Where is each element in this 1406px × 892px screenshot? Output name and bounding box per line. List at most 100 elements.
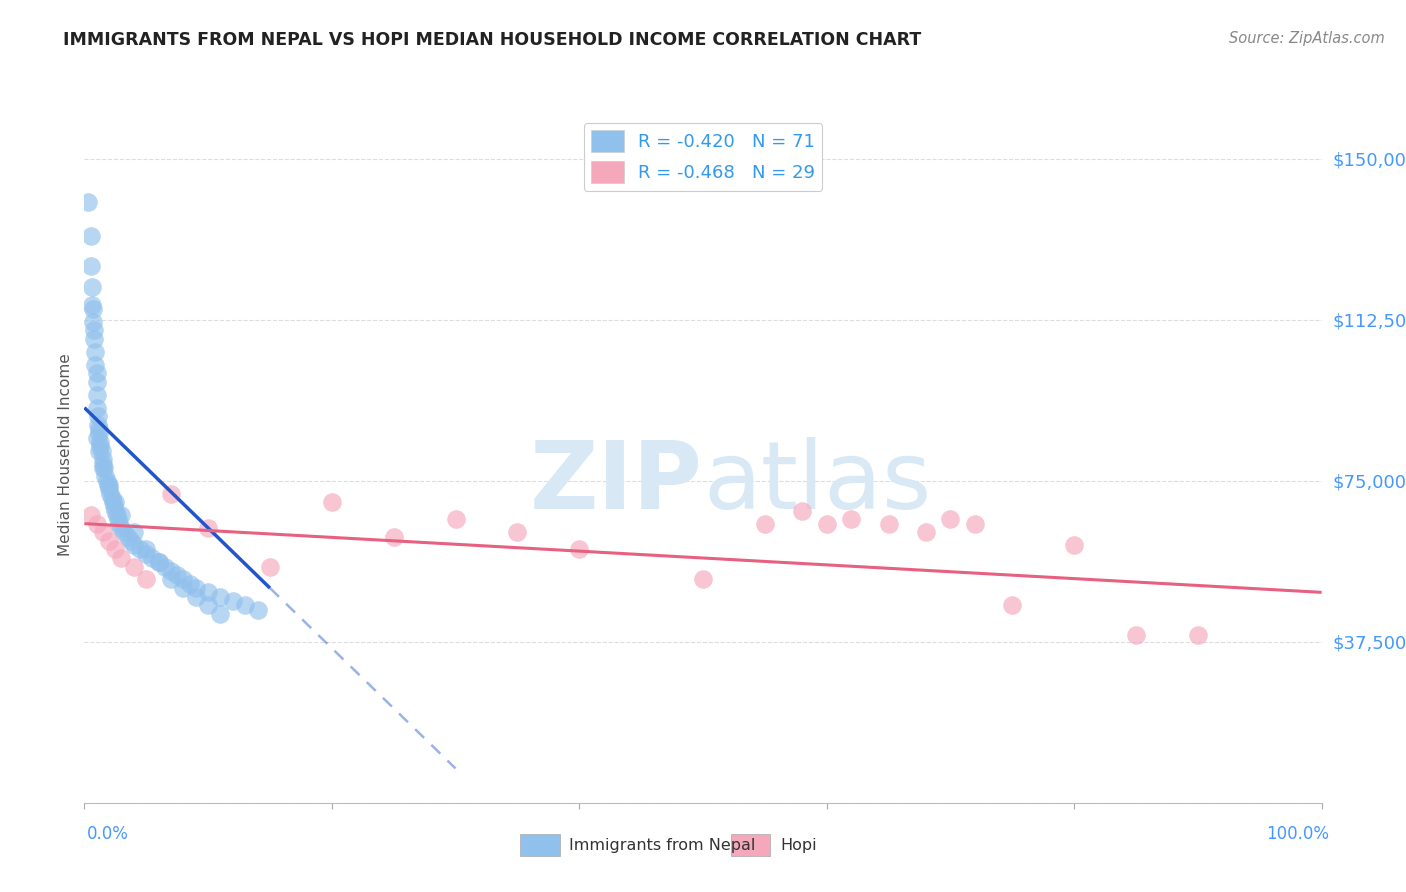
Legend: R = -0.420   N = 71, R = -0.468   N = 29: R = -0.420 N = 71, R = -0.468 N = 29 [583,123,823,191]
Point [105,508,128,522]
Point [321,495,343,509]
Point [197,521,219,535]
Point [122,559,145,574]
Point [86,375,108,389]
Point [259,559,281,574]
Point [91,457,114,471]
Point [89,443,111,458]
Point [153,559,176,574]
Point [91,460,114,475]
Point [93,460,115,475]
Point [103,500,125,514]
Text: Hopi: Hopi [780,838,817,853]
Point [87,409,110,424]
Point [815,516,838,531]
Point [100,491,122,505]
Point [246,602,269,616]
Point [754,516,776,531]
Point [112,525,135,540]
Point [965,516,987,531]
Point [96,474,118,488]
Point [222,594,245,608]
Point [104,504,127,518]
Point [87,417,110,432]
Point [790,504,813,518]
Point [506,525,529,540]
Point [129,542,152,557]
Point [233,599,256,613]
Point [97,478,120,492]
Point [79,508,101,522]
Point [166,568,188,582]
Point [80,297,103,311]
Point [197,585,219,599]
Point [86,401,108,415]
Point [1001,599,1024,613]
Point [101,495,124,509]
Point [1063,538,1085,552]
Point [122,538,145,552]
Point [117,529,139,543]
Point [184,590,207,604]
Point [914,525,936,540]
Point [86,388,108,402]
Point [79,259,101,273]
Point [84,344,107,359]
Point [98,483,121,497]
Point [86,516,108,531]
Point [141,551,163,566]
Point [83,332,105,346]
Point [120,533,142,548]
Point [86,431,108,445]
Point [77,194,100,209]
Point [98,533,121,548]
Point [841,512,863,526]
Text: Source: ZipAtlas.com: Source: ZipAtlas.com [1229,31,1385,46]
Point [110,521,132,535]
Point [209,607,232,621]
Point [179,576,201,591]
Point [98,478,121,492]
Text: ZIP: ZIP [530,437,703,529]
Point [1187,628,1209,642]
Point [877,516,900,531]
Point [83,323,105,337]
Point [107,512,129,526]
Text: 0.0%: 0.0% [87,825,129,843]
Point [89,439,111,453]
Point [209,590,232,604]
Point [184,581,207,595]
Point [90,443,112,458]
Point [86,367,108,381]
Point [91,525,114,540]
Text: atlas: atlas [703,437,931,529]
Point [110,508,132,522]
Point [94,469,117,483]
Point [108,516,131,531]
Point [82,301,104,316]
Point [1125,628,1147,642]
Point [79,228,101,243]
Point [160,573,183,587]
Point [568,542,591,557]
Point [939,512,962,526]
Point [110,551,132,566]
Point [172,573,194,587]
Point [135,542,157,557]
Text: IMMIGRANTS FROM NEPAL VS HOPI MEDIAN HOUSEHOLD INCOME CORRELATION CHART: IMMIGRANTS FROM NEPAL VS HOPI MEDIAN HOU… [63,31,921,49]
Point [148,555,170,569]
Point [160,564,183,578]
Point [122,525,145,540]
Point [197,599,219,613]
Point [148,555,170,569]
Point [89,422,111,436]
Text: Immigrants from Nepal: Immigrants from Nepal [569,838,756,853]
Point [692,573,714,587]
Point [160,486,183,500]
Point [98,486,121,500]
Text: 100.0%: 100.0% [1265,825,1329,843]
Point [172,581,194,595]
Point [135,573,157,587]
Point [104,542,127,557]
Point [382,529,405,543]
